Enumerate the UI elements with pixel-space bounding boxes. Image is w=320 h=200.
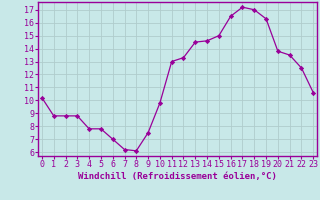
X-axis label: Windchill (Refroidissement éolien,°C): Windchill (Refroidissement éolien,°C) <box>78 172 277 181</box>
